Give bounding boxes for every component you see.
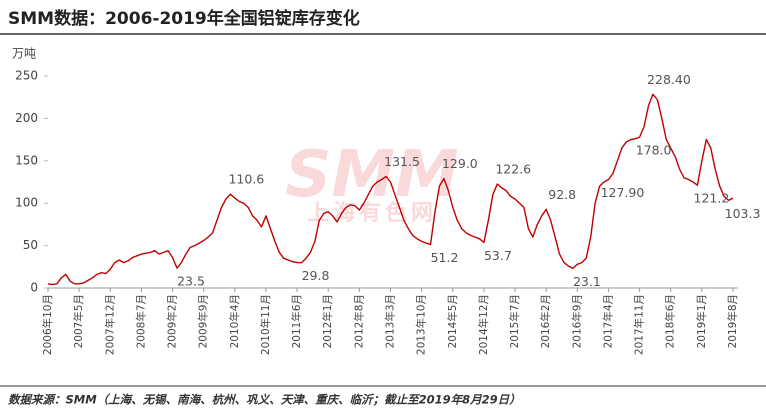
x-tick-label: 2006年10月 [41, 294, 54, 355]
x-tick-label: 2008年7月 [134, 294, 147, 348]
x-tick-label: 2017年4月 [601, 294, 614, 348]
value-label: 122.6 [495, 162, 531, 177]
x-tick-label: 2013年10月 [415, 294, 428, 355]
x-tick-label: 2011年6月 [290, 294, 303, 348]
x-tick-label: 2016年2月 [539, 294, 552, 348]
value-label: 23.1 [573, 274, 601, 289]
data-line [47, 93, 734, 286]
watermark-text: 上海有色网 [307, 200, 437, 226]
value-label: 103.3 [725, 206, 761, 221]
y-tick-label: 200 [15, 111, 38, 125]
x-tick-label: 2019年8月 [726, 294, 739, 348]
y-tick-label: 150 [15, 153, 38, 167]
x-tick-label: 2010年4月 [228, 294, 241, 348]
x-tick-label: 2009年2月 [166, 294, 179, 348]
y-tick-label: 100 [15, 196, 38, 210]
x-tick-label: 2014年5月 [446, 294, 459, 348]
value-label: 92.8 [548, 187, 576, 202]
value-label: 121.2 [694, 191, 730, 206]
x-tick-label: 2014年12月 [477, 294, 490, 355]
value-label: 178.0 [636, 143, 672, 158]
value-label: 51.2 [431, 250, 459, 265]
x-tick-label: 2013年3月 [384, 294, 397, 348]
x-tick-label: 2012年1月 [321, 294, 334, 348]
value-label: 23.5 [177, 274, 205, 289]
value-label: 53.7 [484, 248, 512, 263]
x-tick-label: 2016年9月 [570, 294, 583, 348]
x-tick-label: 2015年7月 [508, 294, 521, 348]
y-axis-label: 万吨 [12, 47, 36, 61]
x-tick-label: 2018年6月 [664, 294, 677, 348]
x-tick-label: 2007年5月 [72, 294, 85, 348]
value-label: 127.90 [601, 185, 645, 200]
y-tick-label: 0 [30, 281, 38, 295]
value-label: 228.40 [647, 72, 691, 87]
x-tick-label: 2009年9月 [197, 294, 210, 348]
y-tick-label: 250 [15, 69, 38, 83]
y-tick-label: 50 [23, 238, 38, 252]
value-label: 129.0 [442, 156, 478, 171]
x-tick-label: 2010年11月 [259, 294, 272, 355]
value-label: 131.5 [384, 154, 420, 169]
watermark-logo: SMM [285, 138, 458, 212]
x-tick-label: 2012年8月 [352, 294, 365, 348]
x-tick-label: 2019年1月 [695, 294, 708, 348]
x-tick-label: 2017年11月 [633, 294, 646, 355]
source-note: 数据来源：SMM（上海、无锡、南海、杭州、巩义、天津、重庆、临沂；截止至2019… [8, 393, 521, 407]
x-tick-label: 2007年12月 [103, 294, 116, 355]
value-label: 110.6 [228, 172, 264, 187]
chart-title: SMM数据：2006-2019年全国铝锭库存变化 [8, 8, 360, 29]
value-label: 29.8 [302, 268, 330, 283]
